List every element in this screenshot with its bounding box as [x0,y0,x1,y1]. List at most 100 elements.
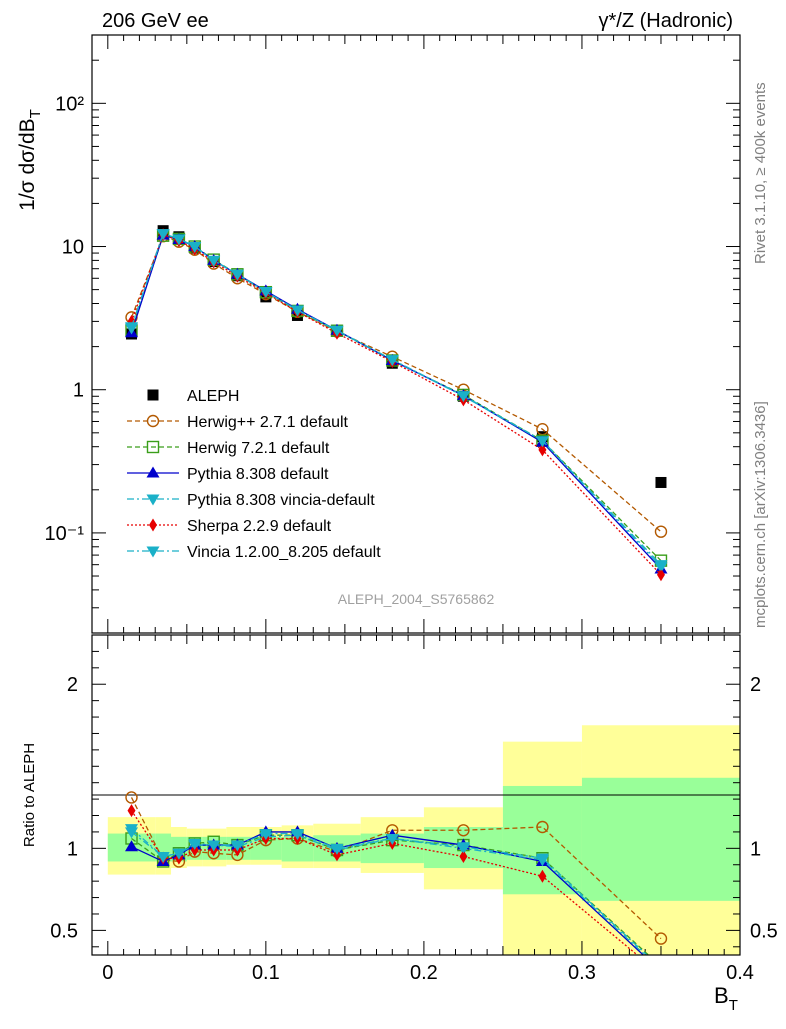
data-point [654,965,667,976]
data-point [657,968,665,981]
legend-marker [146,466,160,478]
mcplots-citation-label: mcplots.cern.ch [arXiv:1306.3436] [752,401,769,628]
ratio-band-green [250,836,282,860]
data-point [172,234,186,246]
data-point [156,852,170,864]
main-y-tick-label: 10² [55,93,84,115]
main-axis-ticks: 10⁻¹ 1 10 10² [45,34,741,634]
data-point [385,833,399,845]
legend-marker [147,389,159,401]
ratio-series-vincia-1-2-00-8-205-default [125,824,667,975]
header-right: γ*/Z (Hadronic) [599,10,733,32]
ratio-y-axis-label: Ratio to ALEPH [21,743,38,847]
main-series-vincia-1-2-00-8-205-default [125,229,668,572]
data-point [457,824,470,837]
ratio-band-green [581,777,740,901]
data-point [459,850,468,864]
data-point [656,568,665,582]
data-point [207,255,221,267]
data-point [655,961,666,972]
legend: ALEPH Herwig++ 2.7.1 default Herwig 7.2.1 … [127,388,381,561]
data-point [125,824,139,836]
x-tick-label: 0.4 [726,962,754,984]
data-point [654,964,667,975]
data-point [190,843,199,857]
legend-entry: Pythia 8.308 default [127,466,329,483]
x-tick-label: 0.3 [568,962,596,984]
data-point [385,355,399,367]
legend-marker [146,414,160,428]
legend-label: Sherpa 2.2.9 default [187,518,332,535]
data-point [172,848,186,860]
data-point [125,791,138,804]
data-point [290,829,304,841]
data-point [332,848,341,862]
data-point [330,325,344,337]
ratio-frame [91,634,741,956]
main-y-axis-label: 1/σ dσ/dBT [16,109,44,211]
legend-entry: Herwig 7.2.1 default [127,440,330,457]
main-panel [92,35,740,633]
data-point [330,843,344,855]
data-point [654,560,668,572]
main-y-tick-label: 1 [73,380,84,402]
legend-entry: Pythia 8.308 vincia-default [127,492,375,509]
data-point [125,322,139,334]
data-point [538,869,547,883]
ratio-y-tick-label-right: 2 [750,674,761,696]
data-point [456,842,470,854]
legend-entry: Herwig++ 2.7.1 default [127,414,349,431]
legend-marker [146,440,160,454]
data-point [538,443,547,457]
data-point [654,525,668,538]
ratio-y-tick-label: 0.5 [50,920,78,942]
ratio-y-tick-label: 1 [67,838,78,860]
main-frame [91,34,741,634]
legend-label: Herwig++ 2.7.1 default [187,414,349,431]
main-y-tick-label: 10⁻¹ [45,523,85,545]
legend-marker [146,546,160,558]
data-point [536,820,549,834]
data-point [230,269,244,281]
legend-entry: ALEPH [147,388,239,405]
data-point [259,829,273,841]
main-series-layer [125,225,668,582]
legend-entry: Sherpa 2.2.9 default [127,518,332,535]
ratio-series-layer [125,791,668,981]
data-point [156,229,170,241]
data-point [654,932,668,945]
legend-entry: Vincia 1.2.00_8.205 default [127,544,381,561]
legend-marker [149,518,157,532]
x-tick-label: 0.1 [252,962,280,984]
data-point [207,840,221,852]
data-point [259,287,273,299]
legend-label: Herwig 7.2.1 default [187,440,330,457]
data-point [127,804,136,818]
data-point [535,436,549,448]
legend-label: Pythia 8.308 default [187,466,329,483]
data-point [290,305,304,317]
x-tick-label: 0 [102,962,113,984]
legend-label: Pythia 8.308 vincia-default [187,492,375,509]
ratio-y-tick-label-right: 0.5 [750,920,778,942]
data-point [535,853,549,865]
ratio-y-tick-label-right: 1 [750,838,761,860]
legend-label: Vincia 1.2.00_8.205 default [187,544,381,561]
data-point [655,476,667,488]
ratio-y-tick-label: 2 [67,674,78,696]
data-point [125,840,139,852]
analysis-watermark: ALEPH_2004_S5765862 [338,591,495,607]
data-point [456,391,470,403]
x-tick-label: 0.2 [410,962,438,984]
header-left: 206 GeV ee [102,10,209,32]
main-y-tick-label: 10 [62,237,84,259]
legend-label: ALEPH [187,388,239,405]
data-point [188,838,202,850]
data-point [188,242,202,254]
data-point [654,965,667,976]
rivet-version-label: Rivet 3.1.10, ≥ 400k events [752,82,769,264]
legend-marker [146,494,160,506]
ratio-axis-ticks: 0.5 0.5 1 1 2 2 0 0.1 0.2 0.3 0.4 [50,635,778,984]
